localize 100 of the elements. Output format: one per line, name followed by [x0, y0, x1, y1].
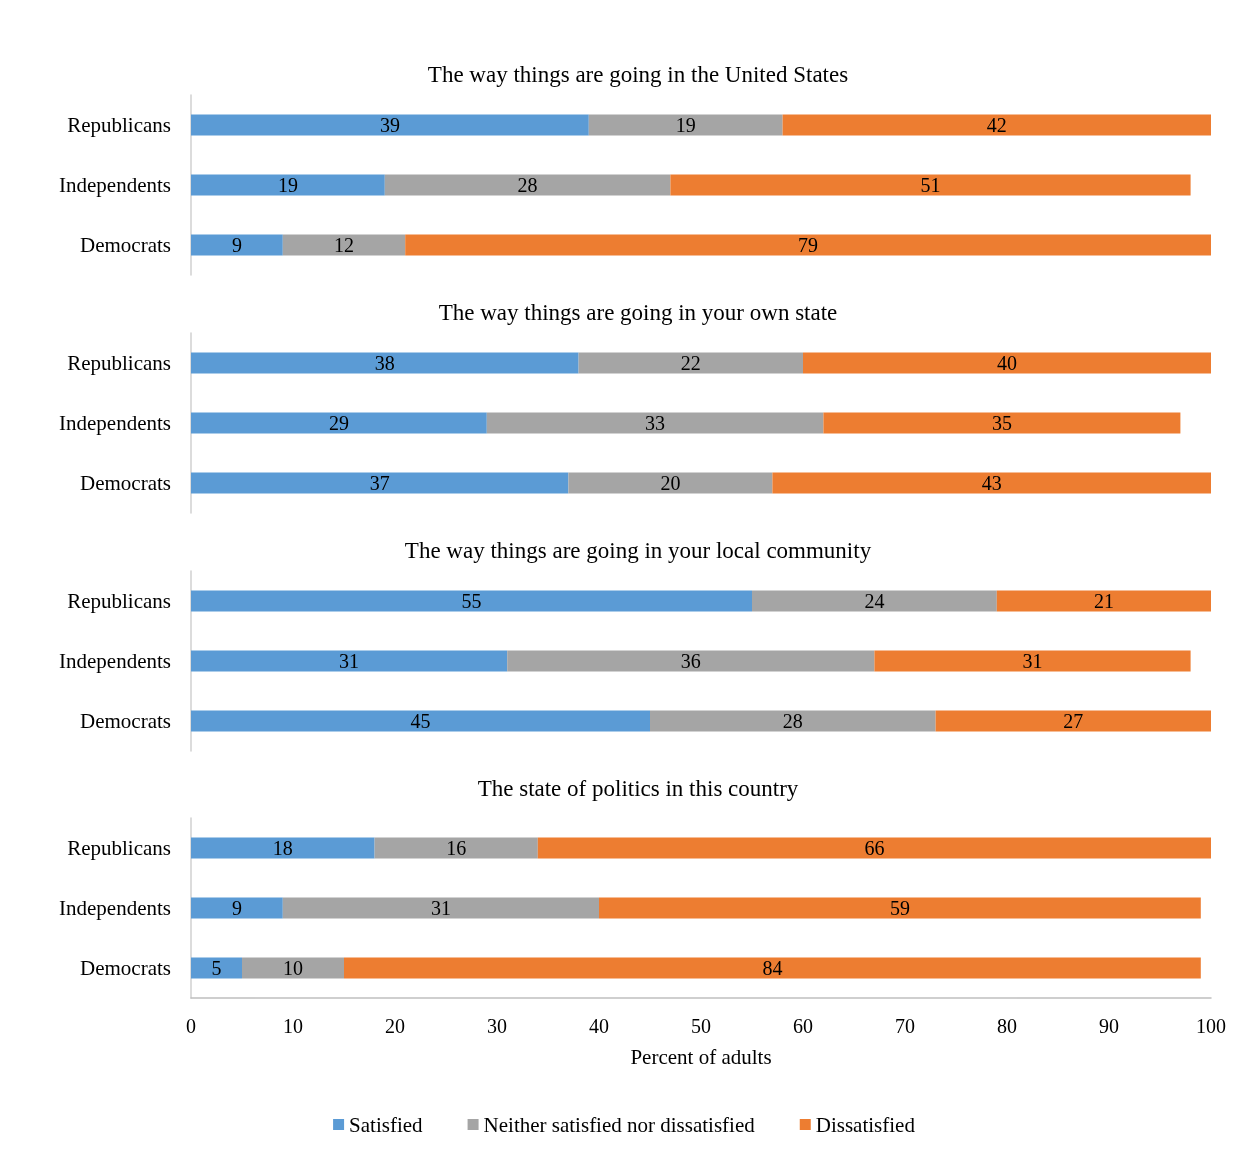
- data-label: 24: [864, 590, 885, 612]
- x-tick-label: 100: [1196, 1015, 1226, 1037]
- y-tick-label: Independents: [59, 649, 171, 673]
- data-label: 31: [1022, 650, 1043, 672]
- bar: [191, 837, 375, 859]
- data-label: 10: [283, 957, 303, 979]
- data-label: 35: [991, 412, 1012, 434]
- bar: [374, 837, 538, 859]
- data-label: 16: [446, 837, 467, 859]
- bar: [752, 590, 997, 612]
- data-label: 22: [680, 352, 701, 374]
- data-label: 33: [645, 412, 666, 434]
- x-tick-label: 50: [691, 1015, 711, 1037]
- data-label: 19: [277, 174, 298, 196]
- data-label: 45: [410, 710, 431, 732]
- x-tick-label: 10: [283, 1015, 303, 1037]
- bar: [874, 650, 1191, 672]
- bar: [191, 957, 242, 979]
- bar: [578, 352, 803, 374]
- bar: [191, 114, 589, 136]
- bar: [996, 590, 1211, 612]
- data-label: 55: [461, 590, 482, 612]
- data-label: 12: [334, 234, 354, 256]
- chart-title: The way things are going in your local community: [404, 538, 872, 563]
- bar: [599, 897, 1201, 919]
- y-tick-label: Republicans: [67, 113, 171, 137]
- x-axis-title: Percent of adults: [630, 1044, 772, 1069]
- chart-title: The way things are going in your own state: [438, 300, 838, 325]
- legend-label: Dissatisfied: [815, 1112, 916, 1137]
- bar: [782, 114, 1211, 136]
- y-tick-label: Independents: [59, 896, 171, 920]
- bar: [191, 352, 579, 374]
- bar: [823, 412, 1181, 434]
- y-tick-label: Democrats: [80, 956, 171, 980]
- data-label: 9: [231, 234, 242, 256]
- data-label: 28: [782, 710, 803, 732]
- bar: [588, 114, 783, 136]
- bar: [191, 897, 283, 919]
- y-tick-label: Democrats: [80, 471, 171, 495]
- data-label: 21: [1093, 590, 1114, 612]
- data-label: 51: [920, 174, 941, 196]
- y-tick-label: Republicans: [67, 836, 171, 860]
- data-label: 59: [889, 897, 910, 919]
- data-label: 42: [986, 114, 1007, 136]
- bar: [191, 234, 283, 256]
- bar: [344, 957, 1201, 979]
- data-label: 19: [675, 114, 696, 136]
- legend-label: Neither satisfied nor dissatisfied: [483, 1112, 756, 1137]
- data-label: 31: [430, 897, 451, 919]
- data-label: 18: [272, 837, 293, 859]
- chart-title: The state of politics in this country: [477, 776, 799, 801]
- bar: [568, 472, 773, 494]
- data-label: 29: [328, 412, 349, 434]
- bar: [242, 957, 344, 979]
- y-tick-label: Republicans: [67, 589, 171, 613]
- data-label: 31: [339, 650, 360, 672]
- bar: [670, 174, 1191, 196]
- bar: [650, 710, 936, 732]
- x-tick-label: 40: [589, 1015, 609, 1037]
- data-label: 84: [762, 957, 783, 979]
- data-label: 36: [680, 650, 701, 672]
- bar: [935, 710, 1211, 732]
- bar: [507, 650, 875, 672]
- bar: [486, 412, 824, 434]
- data-label: 37: [369, 472, 390, 494]
- bar: [537, 837, 1211, 859]
- bar: [803, 352, 1211, 374]
- x-tick-label: 80: [997, 1015, 1017, 1037]
- data-label: 38: [374, 352, 395, 374]
- data-label: 79: [798, 234, 819, 256]
- bar: [772, 472, 1211, 494]
- data-label: 9: [231, 897, 242, 919]
- x-tick-label: 60: [793, 1015, 813, 1037]
- bar: [282, 897, 599, 919]
- data-label: 43: [981, 472, 1002, 494]
- y-tick-label: Independents: [59, 173, 171, 197]
- data-label: 5: [211, 957, 222, 979]
- legend-label: Satisfied: [349, 1112, 424, 1137]
- bar: [384, 174, 671, 196]
- bar: [191, 650, 508, 672]
- data-label: 20: [660, 472, 681, 494]
- data-label: 28: [517, 174, 538, 196]
- y-tick-label: Independents: [59, 411, 171, 435]
- x-tick-label: 20: [385, 1015, 405, 1037]
- bar: [405, 234, 1211, 256]
- bar: [191, 472, 569, 494]
- chart-title: The way things are going in the United States: [427, 62, 849, 87]
- bar: [191, 710, 650, 732]
- y-tick-label: Democrats: [80, 709, 171, 733]
- x-tick-label: 0: [186, 1015, 196, 1037]
- x-tick-label: 90: [1099, 1015, 1119, 1037]
- y-tick-label: Democrats: [80, 233, 171, 257]
- bar: [191, 412, 487, 434]
- y-tick-label: Republicans: [67, 351, 171, 375]
- bar: [191, 174, 385, 196]
- x-tick-label: 70: [895, 1015, 915, 1037]
- bar: [191, 590, 752, 612]
- bar: [282, 234, 406, 256]
- data-label: 66: [864, 837, 885, 859]
- x-tick-label: 30: [487, 1015, 507, 1037]
